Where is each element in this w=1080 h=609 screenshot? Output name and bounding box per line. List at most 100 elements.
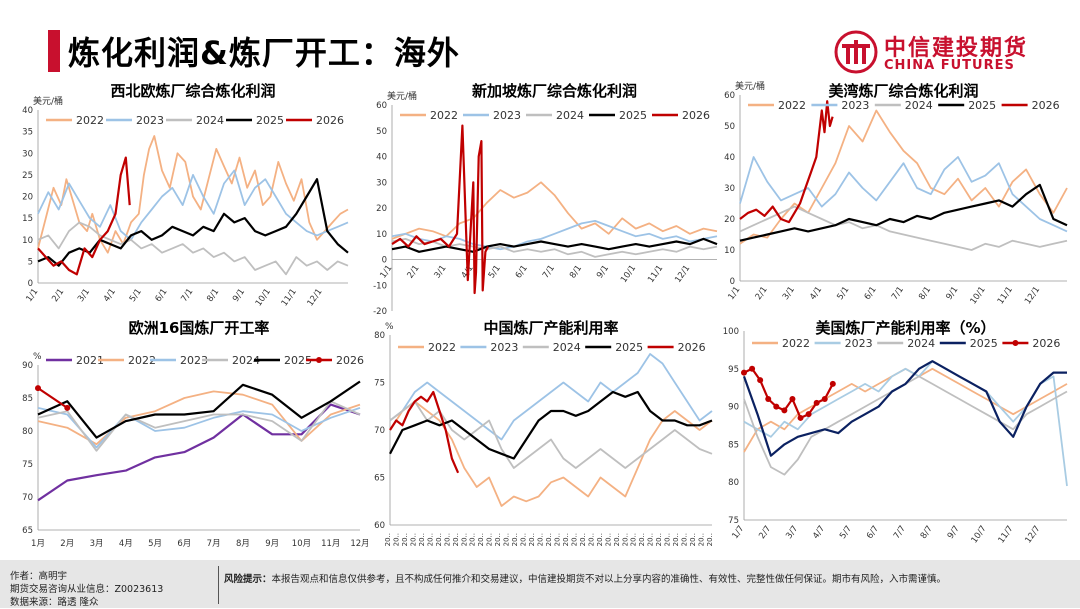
y-tick-label: 60 <box>724 91 735 101</box>
x-tick-label: 3/1 <box>433 263 449 280</box>
series-line-2025 <box>391 237 718 253</box>
x-tick-label: 6月 <box>177 539 191 549</box>
y-tick-label: 30 <box>376 178 387 188</box>
series-line-2024 <box>739 205 1068 251</box>
company-logo: 中信建投期货 CHINA FUTURES <box>834 30 1034 76</box>
x-tick-label: 4月 <box>119 539 133 549</box>
series-point-2026 <box>797 414 804 421</box>
series-line-2024 <box>37 400 361 452</box>
x-tick-label: 4/1 <box>102 287 118 304</box>
series-line-2024 <box>389 400 713 469</box>
legend-label-2026: 2026 <box>678 341 706 354</box>
series-line-2026 <box>37 156 131 276</box>
x-tick-label: 2/1 <box>405 263 421 280</box>
y-tick-label: 0 <box>28 279 33 289</box>
series-point-2026 <box>805 411 812 418</box>
x-tick-label: 20.. <box>553 533 561 546</box>
y-tick-label: -20 <box>373 307 387 317</box>
footer-risk: 风险提示：本报告观点和信息仅供参考，且不构成任何推介和交易建议，中信建投期货不对… <box>224 571 946 585</box>
series-line-2026 <box>389 390 460 474</box>
x-tick-label: 11/1 <box>996 285 1015 306</box>
legend-label-2022: 2022 <box>128 354 156 367</box>
x-tick-label: 20.. <box>503 533 511 546</box>
legend-label-2023: 2023 <box>845 337 873 350</box>
y-tick-label: 0 <box>382 256 387 266</box>
x-tick-label: 5月 <box>148 539 162 549</box>
chart-us-utilization: 美国炼厂产能利用率（%） 75 80 85 90 95 100 1/7 2/7 3/7 4/7 5/7… <box>723 319 1068 545</box>
x-tick-label: 8月 <box>236 539 250 549</box>
legend-label-2023: 2023 <box>180 354 208 367</box>
series-line-2025 <box>739 183 1068 242</box>
x-tick-label: 20.. <box>520 533 528 546</box>
legend-label-2025: 2025 <box>968 99 996 112</box>
series-line-2025 <box>742 360 1067 457</box>
x-tick-label: 20.. <box>706 533 714 546</box>
y-axis-label: 美元/桶 <box>387 90 417 102</box>
x-tick-label: 7月 <box>207 539 221 549</box>
y-tick-label: 65 <box>374 474 385 484</box>
series-line-2025 <box>389 390 713 460</box>
footer-risk-label: 风险提示： <box>224 574 272 585</box>
footer-source: 数据来源：路透 隆众 <box>10 597 99 608</box>
x-tick-label: 8/1 <box>917 285 933 302</box>
x-tick-label: 20.. <box>494 533 502 546</box>
x-tick-label: 20.. <box>570 533 578 546</box>
x-tick-label: 8/1 <box>568 263 584 280</box>
x-tick-label: 20.. <box>579 533 587 546</box>
x-tick-label: 11/7 <box>996 524 1015 545</box>
legend-label-2026: 2026 <box>1032 99 1060 112</box>
legend-label-2025: 2025 <box>256 114 284 127</box>
legend-label-2026: 2026 <box>316 114 344 127</box>
x-tick-label: 11月 <box>321 539 340 549</box>
y-tick-label: 75 <box>22 460 33 470</box>
chart-title: 美湾炼厂综合炼化利润 <box>828 82 978 100</box>
x-tick-label: 1/7 <box>730 524 746 541</box>
legend-label-2023: 2023 <box>841 99 869 112</box>
series-point-2026 <box>741 369 747 376</box>
y-axis-label: 美元/桶 <box>33 95 63 107</box>
x-tick-label: 20.. <box>477 533 485 546</box>
series-line-2022 <box>37 135 349 254</box>
x-tick-label: 2月 <box>60 539 74 549</box>
chart-europe16-utilization: 欧洲16国炼厂开工率 65 70 75 80 85 90% 1月 2月 3月 4月 5月 6月 7月 8月 9… <box>22 319 368 549</box>
x-tick-label: 20.. <box>604 533 612 546</box>
y-tick-label: 60 <box>374 521 385 531</box>
legend-label-2022: 2022 <box>782 337 810 350</box>
x-tick-label: 5/1 <box>487 263 503 280</box>
legend-marker-2026 <box>316 357 322 363</box>
series-line-2023 <box>743 360 1068 487</box>
series-line-2026 <box>37 387 68 409</box>
y-tick-label: 0 <box>730 277 735 287</box>
x-tick-label: 20.. <box>537 533 545 546</box>
x-tick-label: 20.. <box>672 533 680 546</box>
x-tick-label: 20.. <box>401 533 409 546</box>
x-tick-label: 4/1 <box>808 285 824 302</box>
x-tick-label: 10/1 <box>619 263 638 284</box>
x-tick-label: 9/1 <box>595 263 611 280</box>
page-title: 炼化利润&炼厂开工：海外 <box>68 34 460 72</box>
x-tick-label: 1/1 <box>24 287 40 304</box>
x-tick-label: 11/1 <box>280 287 299 308</box>
x-tick-label: 12/7 <box>1023 524 1042 545</box>
legend-label-2022: 2022 <box>778 99 806 112</box>
series-line-2022 <box>739 109 1068 245</box>
legend-label-2024: 2024 <box>553 341 581 354</box>
footer-author: 作者：高明宇 <box>10 571 68 582</box>
series-point-2026 <box>35 385 41 392</box>
y-tick-label: 5 <box>28 257 33 267</box>
x-tick-label: 20.. <box>486 533 494 546</box>
y-tick-label: 10 <box>724 246 735 256</box>
legend-label-2025: 2025 <box>615 341 643 354</box>
x-tick-label: 3/7 <box>784 524 800 541</box>
y-tick-label: 30 <box>22 149 33 159</box>
x-tick-label: 20.. <box>511 533 519 546</box>
footer-license: 期货交易咨询从业信息：Z0023613 <box>10 584 164 595</box>
y-tick-label: 90 <box>728 403 739 413</box>
x-tick-label: 6/7 <box>865 524 881 541</box>
x-tick-label: 3/1 <box>76 287 92 304</box>
x-tick-label: 20.. <box>596 533 604 546</box>
x-tick-label: 10/7 <box>970 524 989 545</box>
